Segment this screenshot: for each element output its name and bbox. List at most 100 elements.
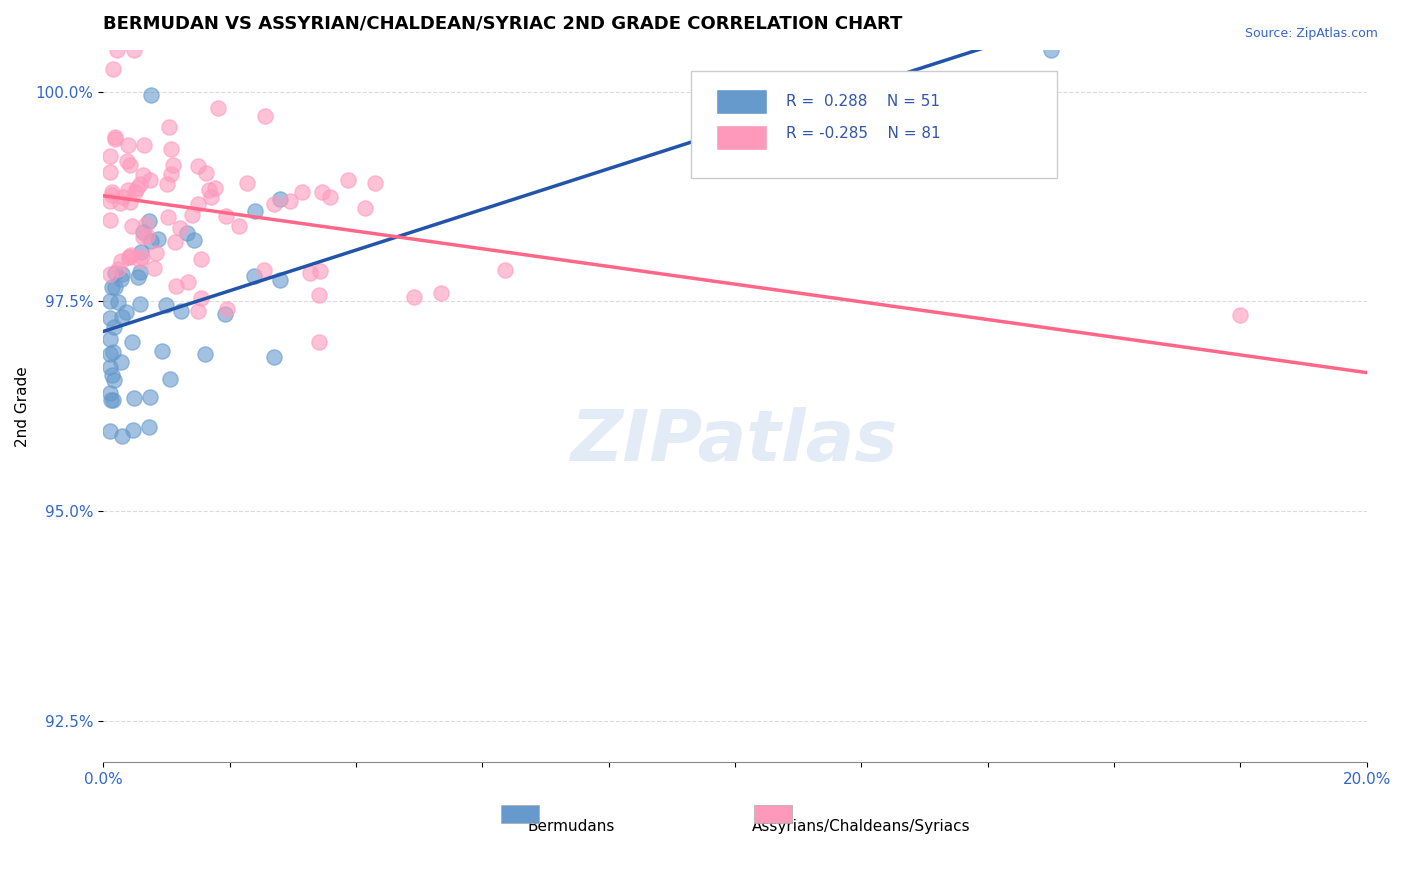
Point (129, 244, 152, 259)
Point (139, 87, 162, 102)
Point (101, 187, 124, 202)
Point (156, 177, 179, 191)
Point (132, 138, 155, 153)
Point (111, 310, 134, 324)
Text: BERMUDAN VS ASSYRIAN/CHALDEAN/SYRIAC 2ND GRADE CORRELATION CHART: BERMUDAN VS ASSYRIAN/CHALDEAN/SYRIAC 2ND… (103, 15, 903, 33)
Point (132, 169, 155, 183)
Point (108, 196, 131, 211)
Point (139, 235, 162, 249)
Point (98, 294, 121, 309)
Point (200, 190, 222, 204)
Text: Source: ZipAtlas.com: Source: ZipAtlas.com (1244, 27, 1378, 40)
Point (198, 183, 221, 197)
Point (118, 158, 141, 172)
Point (117, 138, 139, 153)
Point (110, 428, 132, 442)
Point (187, 159, 209, 173)
Point (309, 263, 332, 277)
FancyBboxPatch shape (716, 125, 766, 150)
FancyBboxPatch shape (502, 805, 538, 823)
Point (235, 176, 257, 190)
Point (120, 248, 142, 262)
Point (159, 120, 181, 135)
Point (245, 204, 267, 219)
Point (162, 158, 184, 172)
Point (194, 347, 217, 361)
Point (127, 269, 149, 284)
Point (308, 288, 330, 302)
FancyBboxPatch shape (716, 89, 766, 114)
Point (215, 209, 238, 223)
Point (117, 183, 139, 197)
Point (298, 266, 321, 280)
Point (150, 344, 173, 359)
Point (98, 268, 121, 282)
Point (107, 261, 129, 276)
Point (100, 185, 122, 199)
Point (118, 251, 141, 265)
Point (129, 253, 152, 268)
Point (121, 219, 143, 233)
Point (194, 166, 217, 180)
Point (129, 178, 152, 192)
Point (176, 227, 198, 241)
Point (98, 164, 121, 178)
Point (129, 297, 152, 311)
Point (337, 173, 360, 187)
Point (98, 310, 121, 325)
Point (103, 373, 125, 387)
Point (118, 195, 141, 210)
Text: Bermudans: Bermudans (527, 820, 614, 834)
Point (404, 290, 426, 304)
Point (101, 393, 124, 408)
Point (98, 424, 121, 438)
Point (103, 266, 125, 280)
Point (177, 275, 200, 289)
Point (121, 334, 143, 349)
Point (110, 272, 132, 286)
Point (148, 232, 170, 246)
Point (165, 279, 187, 293)
Point (101, 280, 124, 294)
Point (127, 181, 149, 195)
Point (111, 267, 134, 281)
Point (111, 190, 134, 204)
Point (207, 101, 229, 115)
Point (98, 194, 121, 208)
Point (215, 301, 238, 316)
Point (115, 153, 138, 168)
Text: Assyrians/Chaldeans/Syriacs: Assyrians/Chaldeans/Syriacs (752, 820, 970, 834)
Point (98, 213, 121, 227)
Point (183, 233, 205, 247)
Y-axis label: 2nd Grade: 2nd Grade (15, 366, 30, 447)
Point (138, 214, 160, 228)
Point (98, 359, 121, 374)
Point (242, 268, 264, 283)
Point (143, 260, 166, 275)
Point (98, 347, 121, 361)
Point (354, 201, 377, 215)
Point (204, 181, 226, 195)
Point (363, 176, 385, 190)
Point (131, 250, 153, 264)
Point (228, 219, 250, 233)
Point (155, 297, 177, 311)
Point (1039, 43, 1062, 57)
Point (135, 228, 157, 243)
Text: ZIPatlas: ZIPatlas (571, 408, 898, 476)
Point (1229, 308, 1251, 322)
Point (98, 386, 121, 401)
Point (163, 235, 186, 249)
Point (263, 196, 285, 211)
Point (138, 172, 160, 186)
Point (269, 273, 291, 287)
Point (121, 423, 143, 437)
Point (104, 130, 127, 145)
Point (138, 390, 160, 404)
Point (181, 208, 204, 222)
Point (122, 391, 145, 405)
Point (187, 304, 209, 318)
Point (107, 295, 129, 310)
Point (160, 167, 183, 181)
Point (103, 345, 125, 359)
